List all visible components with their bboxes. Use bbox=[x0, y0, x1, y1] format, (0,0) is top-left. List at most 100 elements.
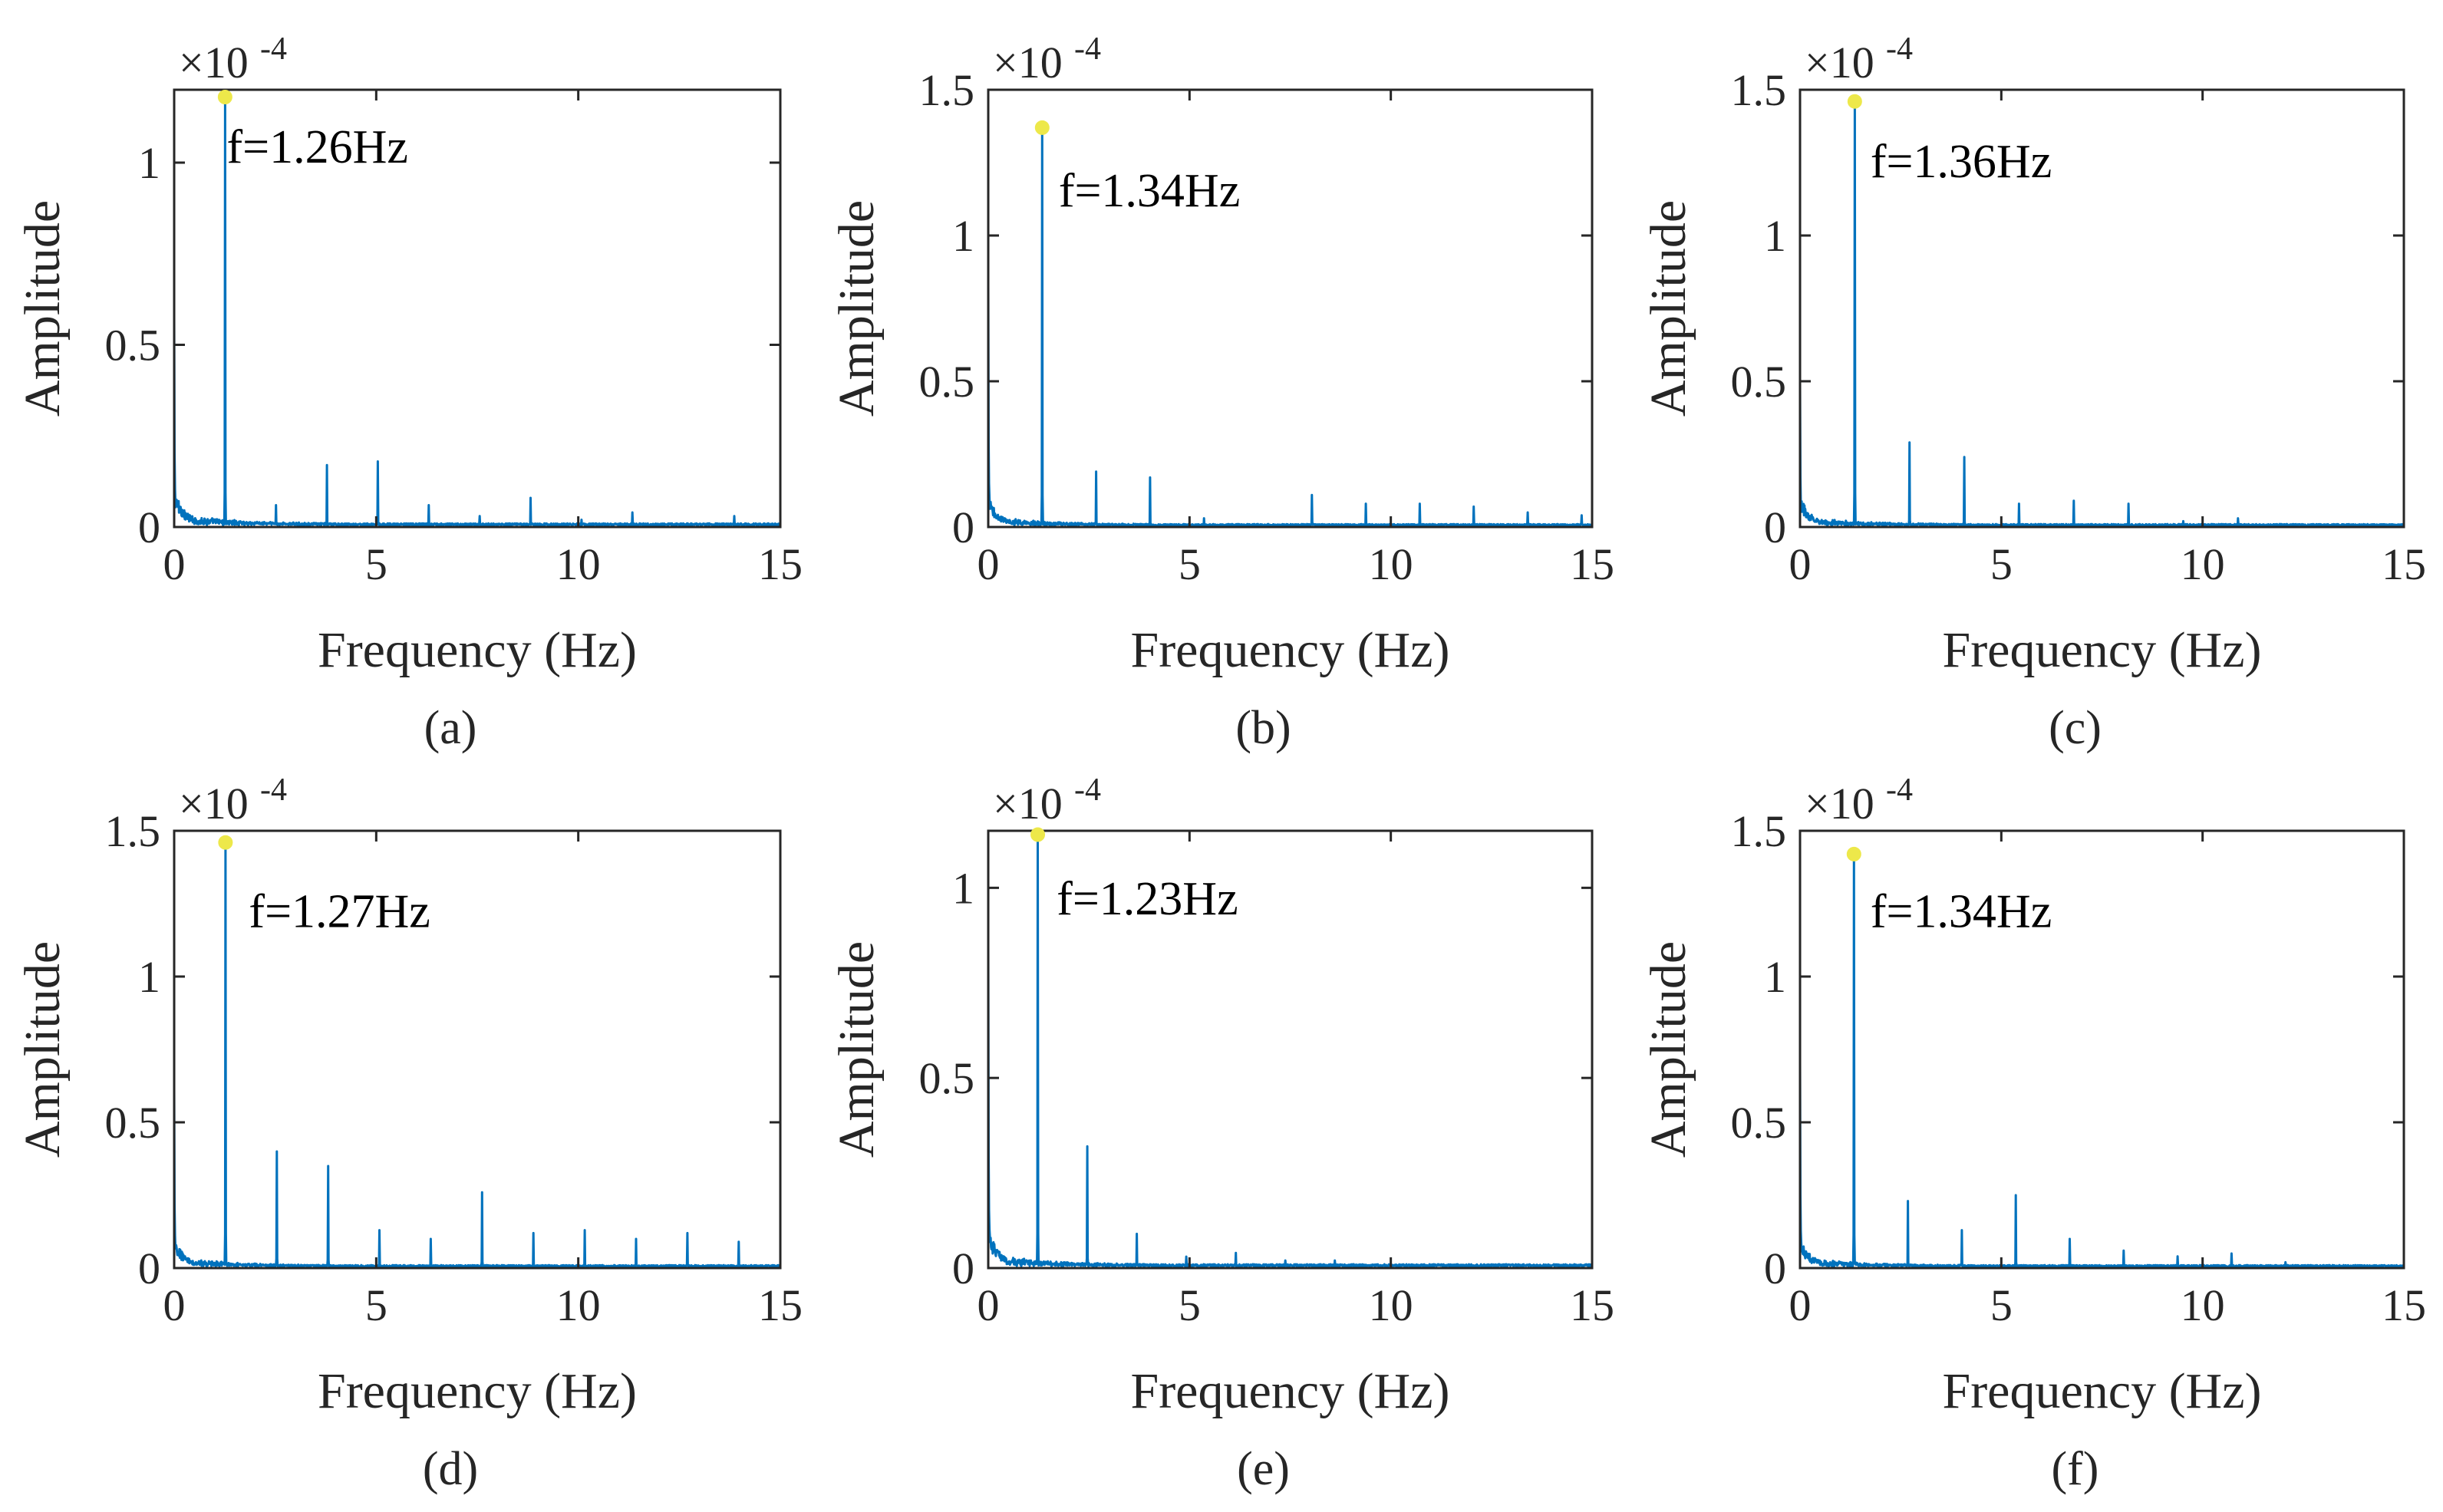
x-tick-label: 0 bbox=[163, 539, 186, 589]
y-tick-label: 1.5 bbox=[1731, 65, 1787, 115]
y-axis-label: Amplitude bbox=[1640, 941, 1696, 1158]
x-tick-label: 5 bbox=[1179, 539, 1201, 589]
peak-annotation: f=1.34Hz bbox=[1059, 165, 1240, 217]
spectrum-panel-a: 0 5 10 15 0 0.5 1 ×10 -4 Frequency (Hz) Amplitude f… bbox=[15, 31, 803, 754]
axis-exponent: ×10 bbox=[179, 38, 249, 87]
y-tick-label: 1 bbox=[1764, 211, 1786, 261]
axis-exponent-power: -4 bbox=[1886, 31, 1913, 67]
y-tick-label: 0 bbox=[1764, 1244, 1786, 1293]
peak-annotation: f=1.23Hz bbox=[1057, 873, 1238, 925]
x-axis-label: Frequency (Hz) bbox=[318, 1363, 637, 1419]
x-tick-label: 10 bbox=[556, 539, 601, 589]
y-tick-label: 0.5 bbox=[1731, 357, 1787, 407]
x-axis-label: Frequency (Hz) bbox=[1131, 1363, 1450, 1419]
y-tick-label: 1 bbox=[952, 211, 974, 261]
y-tick-label: 0 bbox=[138, 1244, 160, 1293]
peak-marker bbox=[1847, 94, 1862, 109]
x-tick-label: 15 bbox=[1570, 1280, 1614, 1330]
y-axis-label: Amplitude bbox=[15, 941, 71, 1158]
panel-caption: (e) bbox=[1237, 1443, 1290, 1495]
axis-exponent: ×10 bbox=[1805, 779, 1874, 828]
x-tick-label: 0 bbox=[163, 1280, 186, 1330]
peak-marker bbox=[217, 90, 232, 104]
axis-exponent: ×10 bbox=[993, 38, 1063, 87]
x-axis-label: Frequency (Hz) bbox=[318, 622, 637, 678]
y-tick-label: 0.5 bbox=[1731, 1098, 1787, 1148]
x-tick-label: 15 bbox=[758, 539, 803, 589]
y-tick-label: 0 bbox=[138, 502, 160, 552]
x-tick-label: 15 bbox=[2382, 539, 2426, 589]
x-tick-label: 10 bbox=[1369, 539, 1413, 589]
y-tick-label: 0 bbox=[952, 502, 974, 552]
spectrum-panel-c: 0 5 10 15 0 0.5 1 1.5 ×10 -4 Frequency (Hz) Amplitu… bbox=[1640, 31, 2426, 754]
axes-box bbox=[173, 88, 782, 529]
peak-marker bbox=[1034, 120, 1050, 135]
y-tick-label: 0.5 bbox=[919, 357, 975, 407]
y-tick-label: 1 bbox=[1764, 952, 1786, 1002]
spectrum-line bbox=[987, 126, 1594, 527]
spectrum-line bbox=[1798, 852, 2405, 1268]
x-tick-label: 10 bbox=[2181, 539, 2225, 589]
spectrum-panel-b: 0 5 10 15 0 0.5 1 1.5 ×10 -4 Frequency (Hz) Amplitu… bbox=[829, 31, 1614, 754]
x-tick-label: 0 bbox=[1789, 539, 1812, 589]
panel-caption: (a) bbox=[424, 702, 477, 754]
y-tick-label: 0 bbox=[1764, 502, 1786, 552]
y-tick-label: 1 bbox=[138, 138, 160, 188]
x-tick-label: 10 bbox=[556, 1280, 601, 1330]
spectrum-panel-d: 0 5 10 15 0 0.5 1 1.5 ×10 -4 Frequency (Hz) Amplitu… bbox=[15, 772, 803, 1495]
spectrum-panel-f: 0 5 10 15 0 0.5 1 1.5 ×10 -4 Frequency (Hz) Amplitu… bbox=[1640, 772, 2426, 1495]
spectrum-line bbox=[1798, 100, 2405, 527]
y-tick-label: 0.5 bbox=[919, 1053, 975, 1103]
spectrum-line bbox=[173, 96, 781, 527]
x-tick-label: 0 bbox=[978, 1280, 1000, 1330]
axis-exponent-power: -4 bbox=[1886, 772, 1913, 808]
axis-exponent-power: -4 bbox=[1074, 772, 1101, 808]
y-tick-label: 0 bbox=[952, 1244, 974, 1293]
axis-exponent: ×10 bbox=[179, 779, 249, 828]
spectrum-line bbox=[987, 833, 1593, 1268]
x-tick-label: 10 bbox=[1369, 1280, 1413, 1330]
x-tick-label: 15 bbox=[1570, 539, 1614, 589]
x-tick-label: 10 bbox=[2181, 1280, 2225, 1330]
peak-marker bbox=[218, 835, 233, 850]
x-tick-label: 15 bbox=[2382, 1280, 2426, 1330]
axis-exponent: ×10 bbox=[1805, 38, 1874, 87]
panel-caption: (b) bbox=[1235, 702, 1291, 754]
spectrum-panel-e: 0 5 10 15 0 0.5 1 ×10 -4 Frequency (Hz) Amplitude f… bbox=[829, 772, 1614, 1495]
x-tick-label: 5 bbox=[365, 1280, 387, 1330]
x-tick-label: 0 bbox=[1789, 1280, 1812, 1330]
y-tick-label: 0.5 bbox=[105, 321, 161, 371]
x-tick-label: 0 bbox=[978, 539, 1000, 589]
x-tick-label: 15 bbox=[758, 1280, 803, 1330]
spectrum-line bbox=[173, 841, 782, 1268]
y-tick-label: 0.5 bbox=[105, 1098, 161, 1148]
x-axis-label: Frequency (Hz) bbox=[1943, 622, 2262, 678]
peak-marker bbox=[1846, 846, 1861, 861]
x-tick-label: 5 bbox=[1990, 1280, 2013, 1330]
axes-box bbox=[987, 829, 1594, 1270]
axis-exponent-power: -4 bbox=[260, 772, 287, 808]
axes-box bbox=[1798, 88, 2405, 529]
y-tick-label: 1 bbox=[952, 863, 974, 913]
axes-box bbox=[987, 88, 1594, 529]
y-tick-label: 1.5 bbox=[105, 806, 161, 856]
peak-marker bbox=[1030, 827, 1046, 842]
peak-annotation: f=1.26Hz bbox=[226, 121, 407, 173]
y-axis-label: Amplitude bbox=[829, 200, 885, 417]
panel-caption: (c) bbox=[2049, 702, 2102, 754]
y-axis-label: Amplitude bbox=[15, 200, 71, 417]
x-axis-label: Frequency (Hz) bbox=[1131, 622, 1450, 678]
y-tick-label: 1.5 bbox=[919, 65, 975, 115]
panel-caption: (d) bbox=[423, 1443, 478, 1495]
x-axis-label: Frequency (Hz) bbox=[1943, 1363, 2262, 1419]
y-tick-label: 1.5 bbox=[1731, 806, 1787, 856]
peak-annotation: f=1.34Hz bbox=[1871, 885, 2052, 937]
peak-annotation: f=1.36Hz bbox=[1871, 136, 2052, 188]
y-axis-label: Amplitude bbox=[1640, 200, 1696, 417]
x-tick-label: 5 bbox=[1990, 539, 2013, 589]
axis-exponent-power: -4 bbox=[1074, 31, 1101, 67]
y-tick-label: 1 bbox=[138, 952, 160, 1002]
axes-box bbox=[1798, 829, 2405, 1270]
x-tick-label: 5 bbox=[1179, 1280, 1201, 1330]
